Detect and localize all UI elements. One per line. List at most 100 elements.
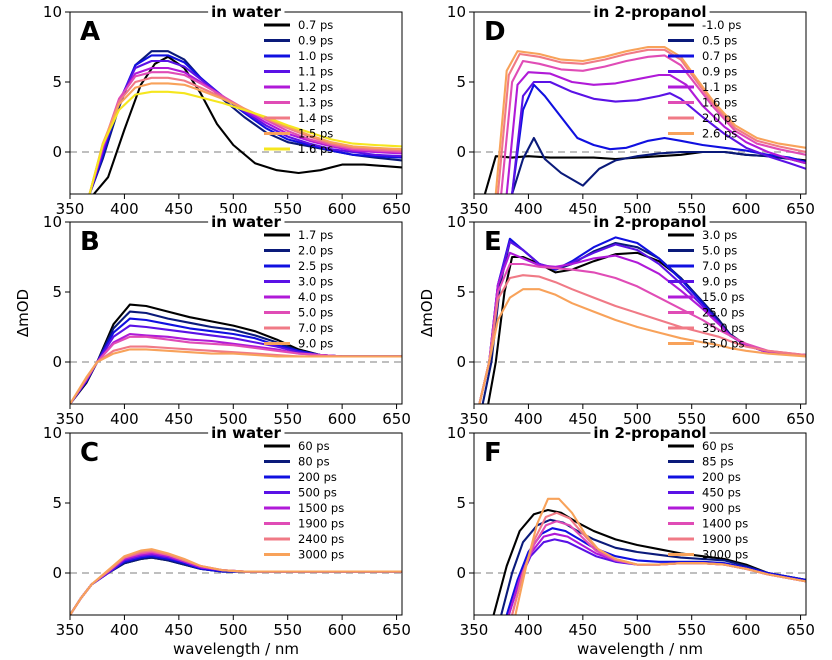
x-tick-label: 600 <box>328 200 357 218</box>
series-line-7_0ps <box>70 345 402 404</box>
legend-label: 0.9 ps <box>702 65 737 79</box>
y-tick-label: 5 <box>52 494 62 512</box>
x-tick-label: 400 <box>110 621 139 639</box>
x-tick-label: 550 <box>677 621 706 639</box>
series-group <box>70 548 402 615</box>
x-tick-label: 450 <box>165 621 194 639</box>
y-axis-label: ΔmOD <box>14 289 32 337</box>
x-tick-label: 650 <box>786 200 815 218</box>
legend-label: 3000 ps <box>702 548 748 562</box>
x-tick-label: 400 <box>514 410 543 428</box>
y-axis-label: ΔmOD <box>418 289 436 337</box>
x-tick-label: 400 <box>110 200 139 218</box>
y-tick-label: 5 <box>456 283 466 301</box>
x-tick-label: 550 <box>273 621 302 639</box>
legend-label: 1500 ps <box>298 501 344 515</box>
x-tick-label: 350 <box>460 621 489 639</box>
axes-frame <box>473 11 807 195</box>
series-line-5_0ps <box>70 335 402 404</box>
x-tick-label: 350 <box>56 200 85 218</box>
x-tick-label: 600 <box>328 410 357 428</box>
x-tick-label: 550 <box>677 410 706 428</box>
y-tick-label: 5 <box>456 494 466 512</box>
x-tick-label: 400 <box>110 410 139 428</box>
y-tick-label: 0 <box>456 143 466 161</box>
legend-label: 9.0 ps <box>298 337 333 351</box>
legend-label: 1.6 ps <box>702 96 737 110</box>
series-line-85ps <box>500 518 806 615</box>
legend-label: 1900 ps <box>298 517 344 531</box>
legend-label: 1400 ps <box>702 517 748 531</box>
panel-title: in water <box>211 424 281 442</box>
series-line-1_5ps <box>88 82 402 194</box>
x-tick-label: 600 <box>328 621 357 639</box>
y-tick-label: 10 <box>447 424 466 442</box>
legend-label: 1.1 ps <box>298 65 333 79</box>
legend-label: 80 ps <box>298 455 330 469</box>
legend-label: 0.7 ps <box>298 18 333 32</box>
legend-label: 60 ps <box>298 439 330 453</box>
legend-label: 0.7 ps <box>702 49 737 63</box>
series-line-0_5ps <box>511 136 806 194</box>
y-tick-label: 10 <box>43 3 62 21</box>
axes-frame <box>69 432 403 616</box>
x-tick-label: 350 <box>56 621 85 639</box>
x-tick-label: 600 <box>732 410 761 428</box>
panel-letter: C <box>80 438 99 468</box>
legend-label: 200 ps <box>298 470 337 484</box>
panel-b: 350 400 450 500 550 600 650 0 5 10 in water B 1.7 ps… <box>14 213 411 428</box>
legend-label: 2.0 ps <box>702 111 737 125</box>
panel-title: in 2-propanol <box>593 3 706 21</box>
series-group <box>70 303 402 404</box>
legend-label: 60 ps <box>702 439 734 453</box>
legend-label: 1900 ps <box>702 532 748 546</box>
legend-label: 7.0 ps <box>702 259 737 273</box>
x-axis-label: wavelength / nm <box>577 640 703 658</box>
x-tick-label: 650 <box>382 621 411 639</box>
legend-label: 25.0 ps <box>702 306 745 320</box>
panel-letter: E <box>484 227 502 257</box>
legend-label: 1.4 ps <box>298 111 333 125</box>
y-tick-label: 10 <box>447 3 466 21</box>
panel-title: in 2-propanol <box>593 213 706 231</box>
legend-label: 0.5 ps <box>702 34 737 48</box>
series-line-900ps <box>507 532 806 615</box>
series-line-0_7ps <box>511 83 806 194</box>
x-tick-label: 650 <box>382 410 411 428</box>
series-line-1_6ps <box>500 54 806 194</box>
legend-label: 1.5 ps <box>298 127 333 141</box>
legend-label: -1.0 ps <box>702 18 741 32</box>
series-line-60ps <box>492 508 806 615</box>
x-tick-label: 450 <box>569 200 598 218</box>
panel-letter: B <box>80 227 100 257</box>
legend-label: 85 ps <box>702 455 734 469</box>
axes-frame <box>473 432 807 616</box>
x-tick-label: 350 <box>460 410 489 428</box>
legend-label: 1.7 ps <box>298 228 333 242</box>
panel-title: in water <box>211 3 281 21</box>
panel-e: 350 400 450 500 550 600 650 0 5 10 in 2-propanol E 3… <box>418 213 815 428</box>
legend-label: 500 ps <box>298 486 337 500</box>
x-tick-label: 450 <box>165 200 194 218</box>
legend-label: 200 ps <box>702 470 741 484</box>
legend-label: 2.6 ps <box>702 127 737 141</box>
series-group <box>483 45 806 194</box>
legend-label: 4.0 ps <box>298 290 333 304</box>
x-tick-label: 500 <box>623 410 652 428</box>
x-tick-label: 550 <box>273 410 302 428</box>
legend-label: 0.9 ps <box>298 34 333 48</box>
series-group <box>88 50 402 194</box>
legend-label: 3000 ps <box>298 548 344 562</box>
x-tick-label: 500 <box>623 621 652 639</box>
series-line-3000ps <box>70 548 402 615</box>
series-line-2_0ps <box>496 48 806 194</box>
legend-label: 450 ps <box>702 486 741 500</box>
series-line-1_1ps <box>505 71 806 194</box>
legend-label: 2400 ps <box>298 532 344 546</box>
x-axis-label: wavelength / nm <box>173 640 299 658</box>
y-tick-label: 0 <box>52 143 62 161</box>
panel-title: in 2-propanol <box>593 424 706 442</box>
series-line-25_0ps <box>478 262 806 404</box>
